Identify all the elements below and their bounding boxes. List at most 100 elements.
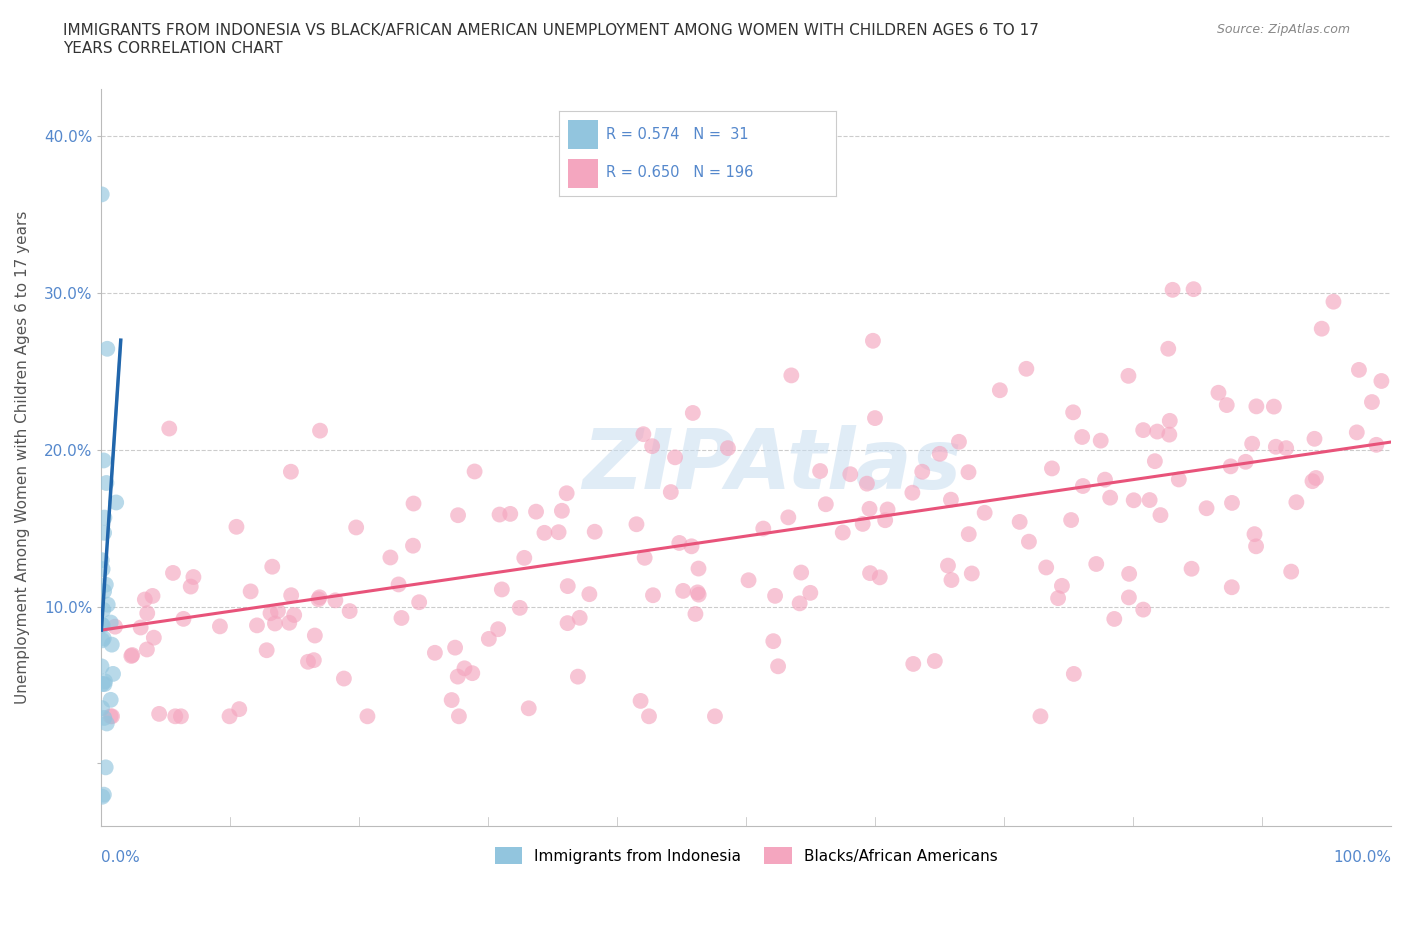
Point bbox=[659, 485, 682, 499]
Point bbox=[104, 619, 127, 634]
Point bbox=[262, 559, 284, 574]
Y-axis label: Unemployment Among Women with Children Ages 6 to 17 years: Unemployment Among Women with Children A… bbox=[15, 211, 30, 704]
Point bbox=[325, 593, 347, 608]
Point bbox=[1216, 398, 1239, 413]
Point bbox=[766, 658, 789, 673]
Point bbox=[339, 604, 361, 618]
Point bbox=[447, 670, 470, 684]
Point bbox=[957, 465, 980, 480]
Point bbox=[387, 577, 409, 591]
Point bbox=[1071, 430, 1094, 445]
Point bbox=[1157, 341, 1180, 356]
Point bbox=[763, 589, 786, 604]
Point bbox=[170, 709, 193, 724]
Point bbox=[513, 551, 536, 565]
Point bbox=[93, 677, 115, 692]
Point bbox=[1195, 501, 1218, 516]
Point bbox=[180, 579, 202, 594]
Point bbox=[1146, 424, 1168, 439]
Point bbox=[901, 485, 924, 500]
Point bbox=[941, 573, 963, 588]
Point bbox=[308, 590, 330, 604]
Point bbox=[100, 693, 122, 708]
Point bbox=[402, 496, 425, 511]
Point bbox=[903, 657, 925, 671]
Point bbox=[859, 565, 882, 580]
Point bbox=[1310, 321, 1333, 336]
Point bbox=[831, 525, 853, 540]
Point bbox=[1322, 294, 1344, 309]
Point bbox=[814, 497, 837, 512]
Point bbox=[869, 570, 891, 585]
Point bbox=[1099, 490, 1122, 505]
Point bbox=[1182, 282, 1205, 297]
Point bbox=[924, 654, 946, 669]
Point bbox=[1104, 612, 1126, 627]
Point bbox=[90, 618, 112, 632]
Point bbox=[91, 618, 114, 632]
Point bbox=[447, 508, 470, 523]
Point bbox=[1159, 427, 1181, 442]
Point bbox=[267, 604, 290, 618]
Point bbox=[380, 550, 402, 565]
Point bbox=[1149, 508, 1171, 523]
Point bbox=[93, 631, 115, 645]
Point bbox=[1047, 591, 1070, 605]
Point bbox=[478, 631, 501, 646]
Point bbox=[1208, 385, 1230, 400]
Point bbox=[1279, 565, 1302, 579]
Point bbox=[1094, 472, 1116, 487]
Point bbox=[278, 616, 301, 631]
Point bbox=[557, 578, 579, 593]
Point bbox=[948, 434, 970, 449]
Point bbox=[94, 578, 117, 592]
Text: 100.0%: 100.0% bbox=[1333, 849, 1391, 865]
Point bbox=[464, 464, 486, 479]
Point bbox=[259, 605, 281, 620]
Point bbox=[1143, 454, 1166, 469]
Point bbox=[440, 693, 463, 708]
Point bbox=[682, 405, 704, 420]
Point bbox=[939, 492, 962, 507]
Point bbox=[778, 510, 800, 525]
Point bbox=[402, 538, 425, 553]
Point bbox=[1305, 471, 1327, 485]
Point bbox=[96, 475, 118, 490]
Text: Source: ZipAtlas.com: Source: ZipAtlas.com bbox=[1216, 23, 1350, 36]
Point bbox=[1167, 472, 1189, 487]
Point bbox=[280, 588, 302, 603]
Point bbox=[852, 516, 875, 531]
Point bbox=[1303, 432, 1326, 446]
Point bbox=[688, 587, 710, 602]
Point bbox=[789, 596, 811, 611]
Point bbox=[1139, 493, 1161, 508]
Point bbox=[1275, 441, 1298, 456]
Point bbox=[444, 640, 467, 655]
Point bbox=[638, 709, 661, 724]
Point bbox=[762, 633, 785, 648]
Point bbox=[1264, 439, 1286, 454]
Text: 0.0%: 0.0% bbox=[101, 849, 141, 865]
Point bbox=[246, 618, 269, 632]
Point bbox=[165, 709, 187, 724]
Point bbox=[302, 653, 325, 668]
Point bbox=[1159, 414, 1181, 429]
Point bbox=[157, 421, 180, 436]
Point bbox=[93, 711, 115, 725]
Point bbox=[172, 611, 194, 626]
Point bbox=[668, 536, 690, 551]
Point bbox=[344, 520, 367, 535]
Point bbox=[218, 709, 240, 724]
Point bbox=[1371, 374, 1393, 389]
Point bbox=[681, 538, 703, 553]
Point bbox=[1219, 458, 1241, 473]
Point bbox=[1132, 602, 1154, 617]
Point bbox=[1018, 534, 1040, 549]
Point bbox=[1365, 437, 1388, 452]
Point bbox=[447, 709, 470, 724]
Point bbox=[551, 503, 574, 518]
Point bbox=[280, 464, 302, 479]
Point bbox=[91, 790, 114, 804]
Point bbox=[1063, 667, 1085, 682]
Point bbox=[988, 383, 1011, 398]
